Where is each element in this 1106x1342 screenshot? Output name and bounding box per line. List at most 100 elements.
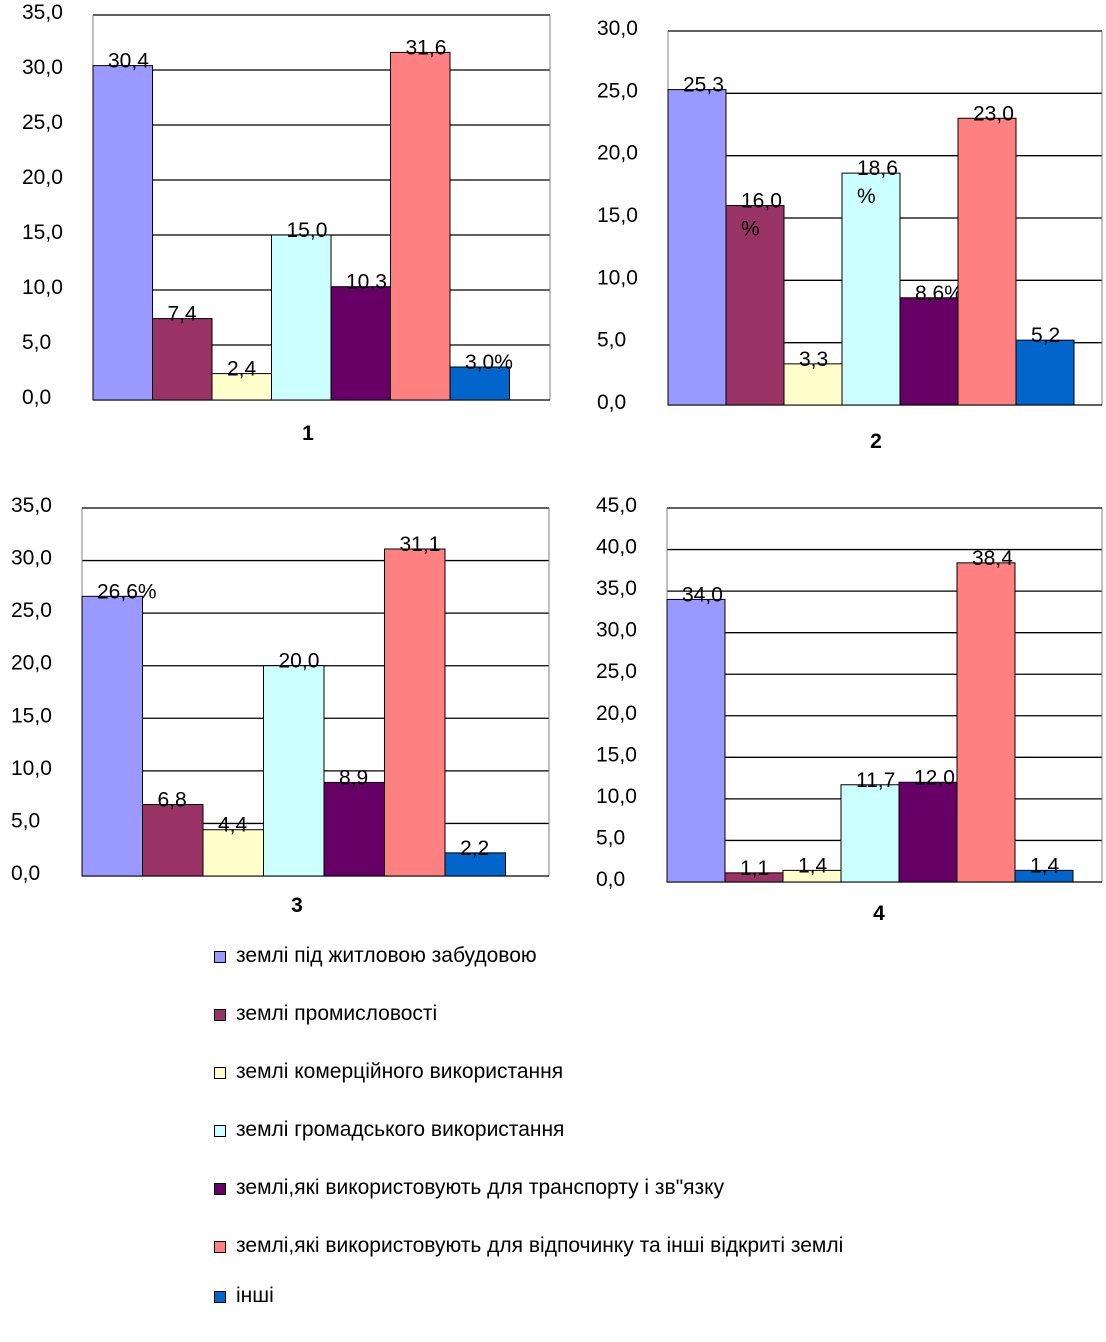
legend-item-residential: землі під житловою забудовою bbox=[214, 944, 1074, 1002]
y-tick-label: 35,0 bbox=[11, 494, 52, 517]
legend: землі під житловою забудовою землі проми… bbox=[214, 944, 1074, 1342]
bar bbox=[323, 781, 385, 877]
data-label: 38,4 bbox=[972, 547, 1013, 570]
chart-title: 3 bbox=[291, 894, 303, 917]
data-label: 26,6% bbox=[97, 580, 157, 603]
legend-swatch bbox=[214, 1291, 226, 1303]
legend-swatch bbox=[214, 1009, 226, 1021]
y-tick-label: 10,0 bbox=[597, 266, 638, 289]
legend-item-transport: землі,які використовують для транспорту … bbox=[214, 1176, 1074, 1234]
bar bbox=[841, 172, 901, 406]
data-label: 6,8 bbox=[158, 789, 187, 812]
data-label: 20,0 bbox=[279, 650, 320, 673]
legend-label: землі під житловою забудовою bbox=[236, 944, 537, 967]
data-label: 31,1 bbox=[400, 533, 441, 556]
data-label: 16,0 bbox=[741, 190, 782, 213]
bar bbox=[384, 548, 446, 877]
data-label: 23,0 bbox=[973, 102, 1014, 125]
data-label: 4,4 bbox=[218, 814, 248, 837]
y-tick-label: 30,0 bbox=[22, 56, 63, 79]
legend-label: землі промисловості bbox=[236, 1002, 438, 1025]
data-label: 1,4 bbox=[1030, 854, 1060, 877]
bar bbox=[444, 852, 506, 877]
legend-label: землі,які використовують для відпочинку … bbox=[236, 1234, 844, 1257]
y-tick-label: 25,0 bbox=[597, 79, 638, 102]
data-label: 15,0 bbox=[287, 219, 328, 242]
legend-swatch bbox=[214, 1183, 226, 1195]
legend-item-other: інші bbox=[214, 1284, 1074, 1342]
y-tick-label: 0,0 bbox=[22, 386, 51, 409]
legend-swatch bbox=[214, 1067, 226, 1079]
bar bbox=[449, 366, 510, 401]
chart-title: 4 bbox=[873, 902, 885, 925]
bar bbox=[840, 784, 900, 883]
data-label: 30,4 bbox=[108, 50, 149, 73]
legend-swatch bbox=[214, 951, 226, 963]
data-label: 8,9 bbox=[339, 766, 368, 789]
data-label: 12,0 bbox=[914, 766, 955, 789]
y-tick-label: 15,0 bbox=[11, 704, 52, 727]
y-tick-label: 45,0 bbox=[596, 494, 637, 517]
bar bbox=[666, 598, 726, 883]
y-tick-label: 10,0 bbox=[22, 276, 63, 299]
y-tick-label: 5,0 bbox=[11, 809, 40, 832]
y-tick-label: 0,0 bbox=[596, 868, 625, 891]
bar bbox=[1014, 869, 1074, 883]
legend-item-commercial: землі комерційного використання bbox=[214, 1060, 1074, 1118]
bar bbox=[783, 363, 843, 406]
data-label: 2,2 bbox=[460, 837, 489, 860]
y-tick-label: 15,0 bbox=[22, 221, 63, 244]
bar bbox=[667, 89, 727, 406]
bar bbox=[899, 297, 959, 406]
y-tick-label: 30,0 bbox=[597, 17, 638, 40]
bar bbox=[263, 665, 325, 877]
y-tick-label: 25,0 bbox=[11, 599, 52, 622]
data-label: 8,6% bbox=[915, 282, 963, 305]
data-label: 1,1 bbox=[740, 857, 769, 880]
data-label: 1,4 bbox=[798, 854, 828, 877]
y-tick-label: 20,0 bbox=[11, 652, 52, 675]
y-tick-label: 20,0 bbox=[597, 142, 638, 165]
data-label: 2,4 bbox=[227, 358, 257, 381]
legend-label: інші bbox=[236, 1284, 274, 1307]
y-tick-label: 10,0 bbox=[11, 757, 52, 780]
legend-label: землі,які використовують для транспорту … bbox=[236, 1176, 725, 1199]
y-tick-label: 20,0 bbox=[596, 702, 637, 725]
data-label: % bbox=[857, 185, 876, 208]
bar bbox=[956, 562, 1016, 883]
legend-item-industry: землі промисловості bbox=[214, 1002, 1074, 1060]
y-tick-label: 20,0 bbox=[22, 166, 63, 189]
bar bbox=[725, 205, 785, 406]
data-label: 25,3 bbox=[683, 74, 724, 97]
y-tick-label: 15,0 bbox=[597, 204, 638, 227]
y-tick-label: 5,0 bbox=[597, 329, 626, 352]
y-tick-label: 25,0 bbox=[22, 111, 63, 134]
data-label: 34,0 bbox=[682, 583, 723, 606]
y-tick-label: 25,0 bbox=[596, 660, 637, 683]
y-tick-label: 15,0 bbox=[596, 743, 637, 766]
legend-item-public: землі громадського використання bbox=[214, 1118, 1074, 1176]
data-label: 10,3 bbox=[346, 271, 387, 294]
y-tick-label: 35,0 bbox=[596, 577, 637, 600]
y-tick-label: 0,0 bbox=[11, 862, 40, 885]
legend-swatch bbox=[214, 1241, 226, 1253]
y-tick-label: 0,0 bbox=[597, 391, 626, 414]
legend-label: землі комерційного використання bbox=[236, 1060, 564, 1083]
bar bbox=[898, 781, 958, 883]
data-label: % bbox=[741, 218, 760, 241]
legend-label: землі громадського використання bbox=[236, 1118, 565, 1141]
bar bbox=[202, 829, 264, 877]
bar bbox=[330, 286, 391, 401]
data-label: 11,7 bbox=[856, 769, 895, 792]
y-tick-label: 5,0 bbox=[596, 826, 625, 849]
data-label: 3,3 bbox=[799, 348, 828, 371]
y-tick-label: 30,0 bbox=[596, 619, 637, 642]
chart-title: 2 bbox=[870, 430, 882, 453]
data-label: 31,6 bbox=[406, 36, 447, 59]
bar bbox=[390, 51, 451, 401]
y-tick-label: 35,0 bbox=[22, 1, 63, 24]
data-label: 18,6 bbox=[857, 157, 898, 180]
bar bbox=[81, 595, 143, 877]
bar bbox=[957, 117, 1017, 406]
data-label: 5,2 bbox=[1031, 324, 1060, 347]
